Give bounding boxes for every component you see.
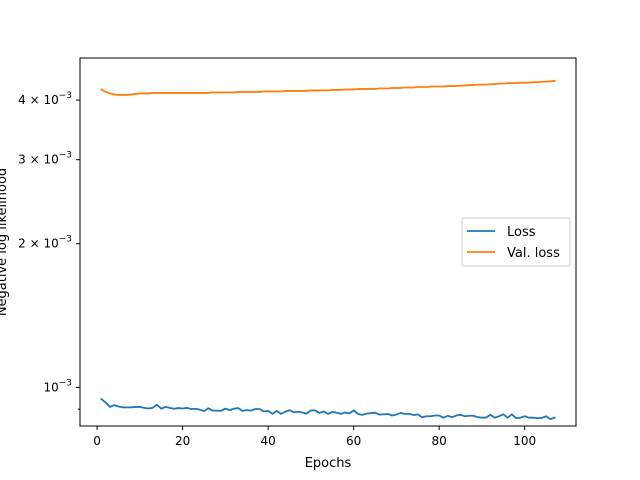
x-tick-label: 60 bbox=[346, 434, 361, 448]
plot-frame bbox=[79, 57, 577, 427]
x-tick-label: 80 bbox=[432, 434, 447, 448]
series-line-loss bbox=[100, 397, 556, 421]
legend: Loss Val. loss bbox=[461, 217, 571, 267]
legend-label-loss: Loss bbox=[507, 225, 536, 240]
y-tick-label: 10−3 bbox=[43, 378, 72, 394]
y-tick-label: 2 × 10−3 bbox=[18, 235, 72, 251]
x-tick-label: 40 bbox=[260, 434, 275, 448]
legend-label-val-loss: Val. loss bbox=[507, 246, 560, 261]
x-tick-label: 100 bbox=[513, 434, 536, 448]
y-axis-label: Negative log likelihood bbox=[0, 168, 10, 316]
y-tick-label: 4 × 10−3 bbox=[18, 91, 72, 107]
x-axis-label: Epochs bbox=[305, 456, 352, 471]
y-tick-label: 3 × 10−3 bbox=[18, 151, 72, 167]
x-ticks: 0 20 40 60 80 100 bbox=[93, 426, 536, 448]
series-layer bbox=[100, 79, 556, 421]
x-tick-label: 0 bbox=[93, 434, 101, 448]
x-tick-label: 20 bbox=[175, 434, 190, 448]
y-ticks: 10−3 2 × 10−3 3 × 10−3 4 × 10−3 bbox=[18, 91, 80, 410]
series-line-val-loss bbox=[100, 79, 556, 96]
legend-box bbox=[461, 217, 571, 267]
